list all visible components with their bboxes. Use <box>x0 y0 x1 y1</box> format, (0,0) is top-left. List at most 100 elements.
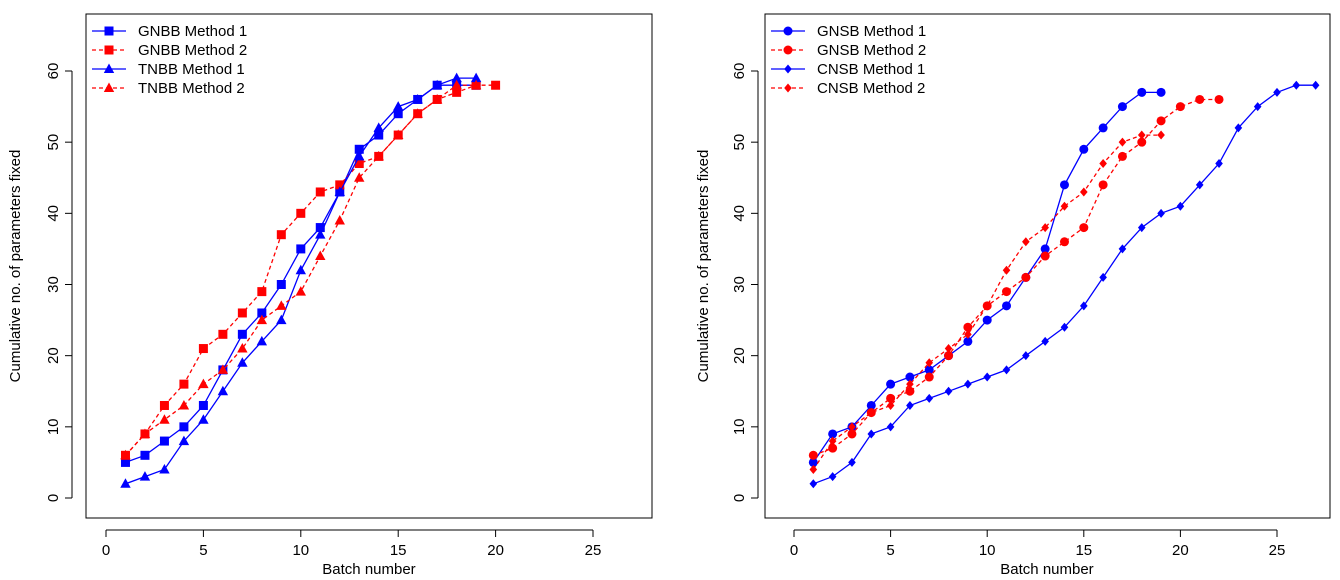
data-point <box>886 400 895 410</box>
series-line <box>813 84 1316 485</box>
data-point <box>452 87 462 97</box>
data-point <box>867 429 876 439</box>
data-point <box>944 344 953 354</box>
data-point <box>237 308 247 318</box>
data-point <box>1157 208 1165 218</box>
data-point <box>1098 123 1108 133</box>
series-gnsb-method-1 <box>808 87 1166 467</box>
data-point <box>924 372 934 382</box>
data-point <box>964 329 972 339</box>
x-axis-label: Batch number <box>1000 561 1093 578</box>
plot-frame <box>85 13 653 519</box>
data-point <box>237 329 247 339</box>
data-point <box>159 400 169 410</box>
data-point <box>159 414 170 424</box>
data-point <box>1253 102 1262 112</box>
x-axis-label: Batch number <box>322 561 415 578</box>
data-point <box>374 130 384 140</box>
data-point <box>120 457 130 467</box>
data-point <box>1060 201 1069 211</box>
legend-label: GNBB Method 2 <box>138 42 247 59</box>
data-point <box>1002 365 1011 375</box>
data-point <box>159 436 169 446</box>
data-point <box>1079 223 1089 233</box>
data-point <box>1137 223 1146 233</box>
data-point <box>373 150 384 161</box>
x-tick-label: 0 <box>790 542 798 559</box>
data-point <box>1040 251 1050 261</box>
y-tick-label: 0 <box>731 494 748 502</box>
legend-marker <box>103 82 115 92</box>
data-point <box>925 358 934 368</box>
x-axis: 0 5 10 15 20 25 <box>102 529 601 559</box>
series-tnbb-method-2 <box>120 79 482 460</box>
x-axis: 0 5 10 15 20 25 <box>790 529 1285 559</box>
legend-label: GNBB Method 1 <box>138 23 247 40</box>
data-point <box>1117 151 1127 161</box>
data-point <box>963 322 973 332</box>
data-point <box>120 478 131 488</box>
data-point <box>257 287 267 297</box>
data-point <box>1021 272 1031 282</box>
data-point <box>1215 159 1223 169</box>
data-point <box>1156 87 1166 97</box>
data-point <box>139 428 151 438</box>
data-point <box>451 72 462 83</box>
legend-label: GNSB Method 2 <box>817 42 926 59</box>
series-gnsb-method-2 <box>808 94 1224 460</box>
data-point <box>1059 237 1069 247</box>
y-tick-label: 30 <box>731 276 748 293</box>
y-axis-label: Cumulative no. of parameters fixed <box>7 150 24 383</box>
data-point <box>1041 223 1049 233</box>
legend-marker <box>784 64 792 74</box>
data-point <box>886 379 896 389</box>
y-axis-label: Cumulative no. of parameters fixed <box>695 150 712 383</box>
legend-label: TNBB Method 2 <box>138 80 245 97</box>
data-point <box>1060 322 1069 332</box>
x-tick-label: 20 <box>487 542 504 559</box>
x-tick-label: 15 <box>390 542 407 559</box>
data-point <box>867 408 876 418</box>
data-point <box>217 364 229 374</box>
data-point <box>1022 351 1030 361</box>
data-point <box>179 379 189 389</box>
data-point <box>1002 301 1012 311</box>
series-cnsb-method-1 <box>809 80 1320 489</box>
data-point <box>1040 244 1050 254</box>
data-point <box>983 372 991 382</box>
data-point <box>1157 130 1165 140</box>
data-point <box>1311 80 1320 90</box>
data-point <box>451 79 462 90</box>
data-point <box>354 172 365 182</box>
data-point <box>828 443 838 453</box>
data-point <box>296 208 306 218</box>
data-point <box>276 314 287 325</box>
data-point <box>1079 144 1089 154</box>
data-point <box>1080 301 1088 311</box>
data-point <box>412 108 423 118</box>
x-tick-label: 15 <box>1075 542 1092 559</box>
data-point <box>295 264 306 275</box>
data-point <box>1137 87 1147 97</box>
data-point <box>828 436 837 446</box>
data-point <box>809 465 818 475</box>
legend-marker <box>103 63 115 73</box>
y-axis: 0 10 20 30 40 50 60 <box>731 63 759 502</box>
data-point <box>237 357 248 367</box>
data-point <box>334 214 345 225</box>
data-point <box>1118 244 1127 254</box>
x-tick-label: 10 <box>292 542 309 559</box>
data-point <box>1099 159 1107 169</box>
data-point <box>491 80 501 90</box>
data-point <box>886 422 895 432</box>
data-point <box>1002 287 1012 297</box>
y-tick-label: 60 <box>45 63 62 80</box>
data-point <box>1195 180 1204 190</box>
data-point <box>848 457 856 467</box>
legend-marker <box>104 26 114 36</box>
y-tick-label: 50 <box>731 134 748 151</box>
data-point <box>1156 116 1166 126</box>
